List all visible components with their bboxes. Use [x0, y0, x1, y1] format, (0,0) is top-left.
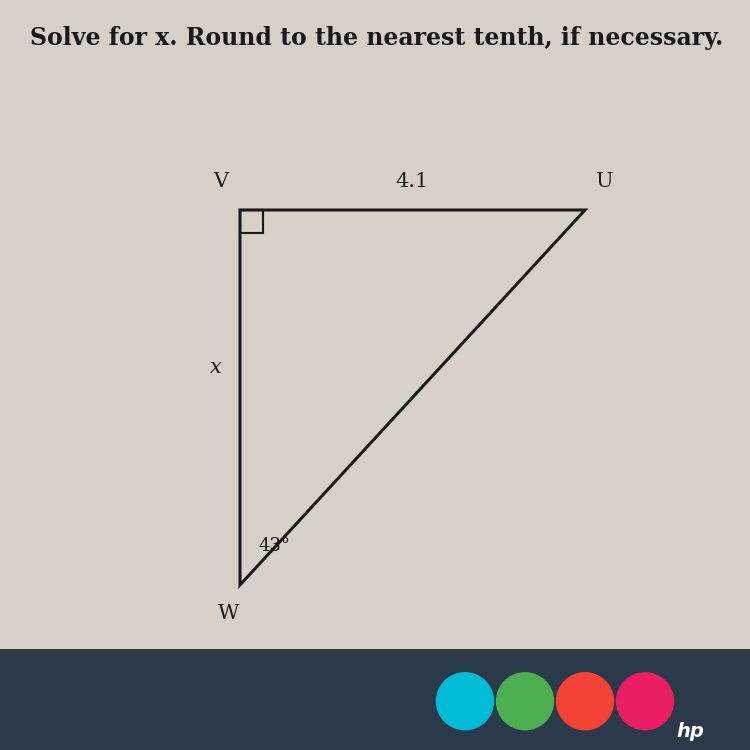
Text: x: x [209, 358, 221, 377]
Circle shape [616, 673, 674, 730]
Text: W: W [218, 604, 239, 622]
Bar [0, 649, 750, 652]
Bar [0, 652, 750, 750]
Text: Solve for x. Round to the nearest tenth, if necessary.: Solve for x. Round to the nearest tenth,… [30, 26, 723, 50]
Text: 43°: 43° [259, 537, 291, 555]
Circle shape [436, 673, 494, 730]
Circle shape [496, 673, 554, 730]
Text: 4.1: 4.1 [396, 172, 429, 191]
Bar [0, 690, 750, 750]
Text: hp: hp [676, 722, 704, 741]
Text: U: U [596, 172, 613, 191]
Text: V: V [214, 172, 229, 191]
Circle shape [556, 673, 614, 730]
